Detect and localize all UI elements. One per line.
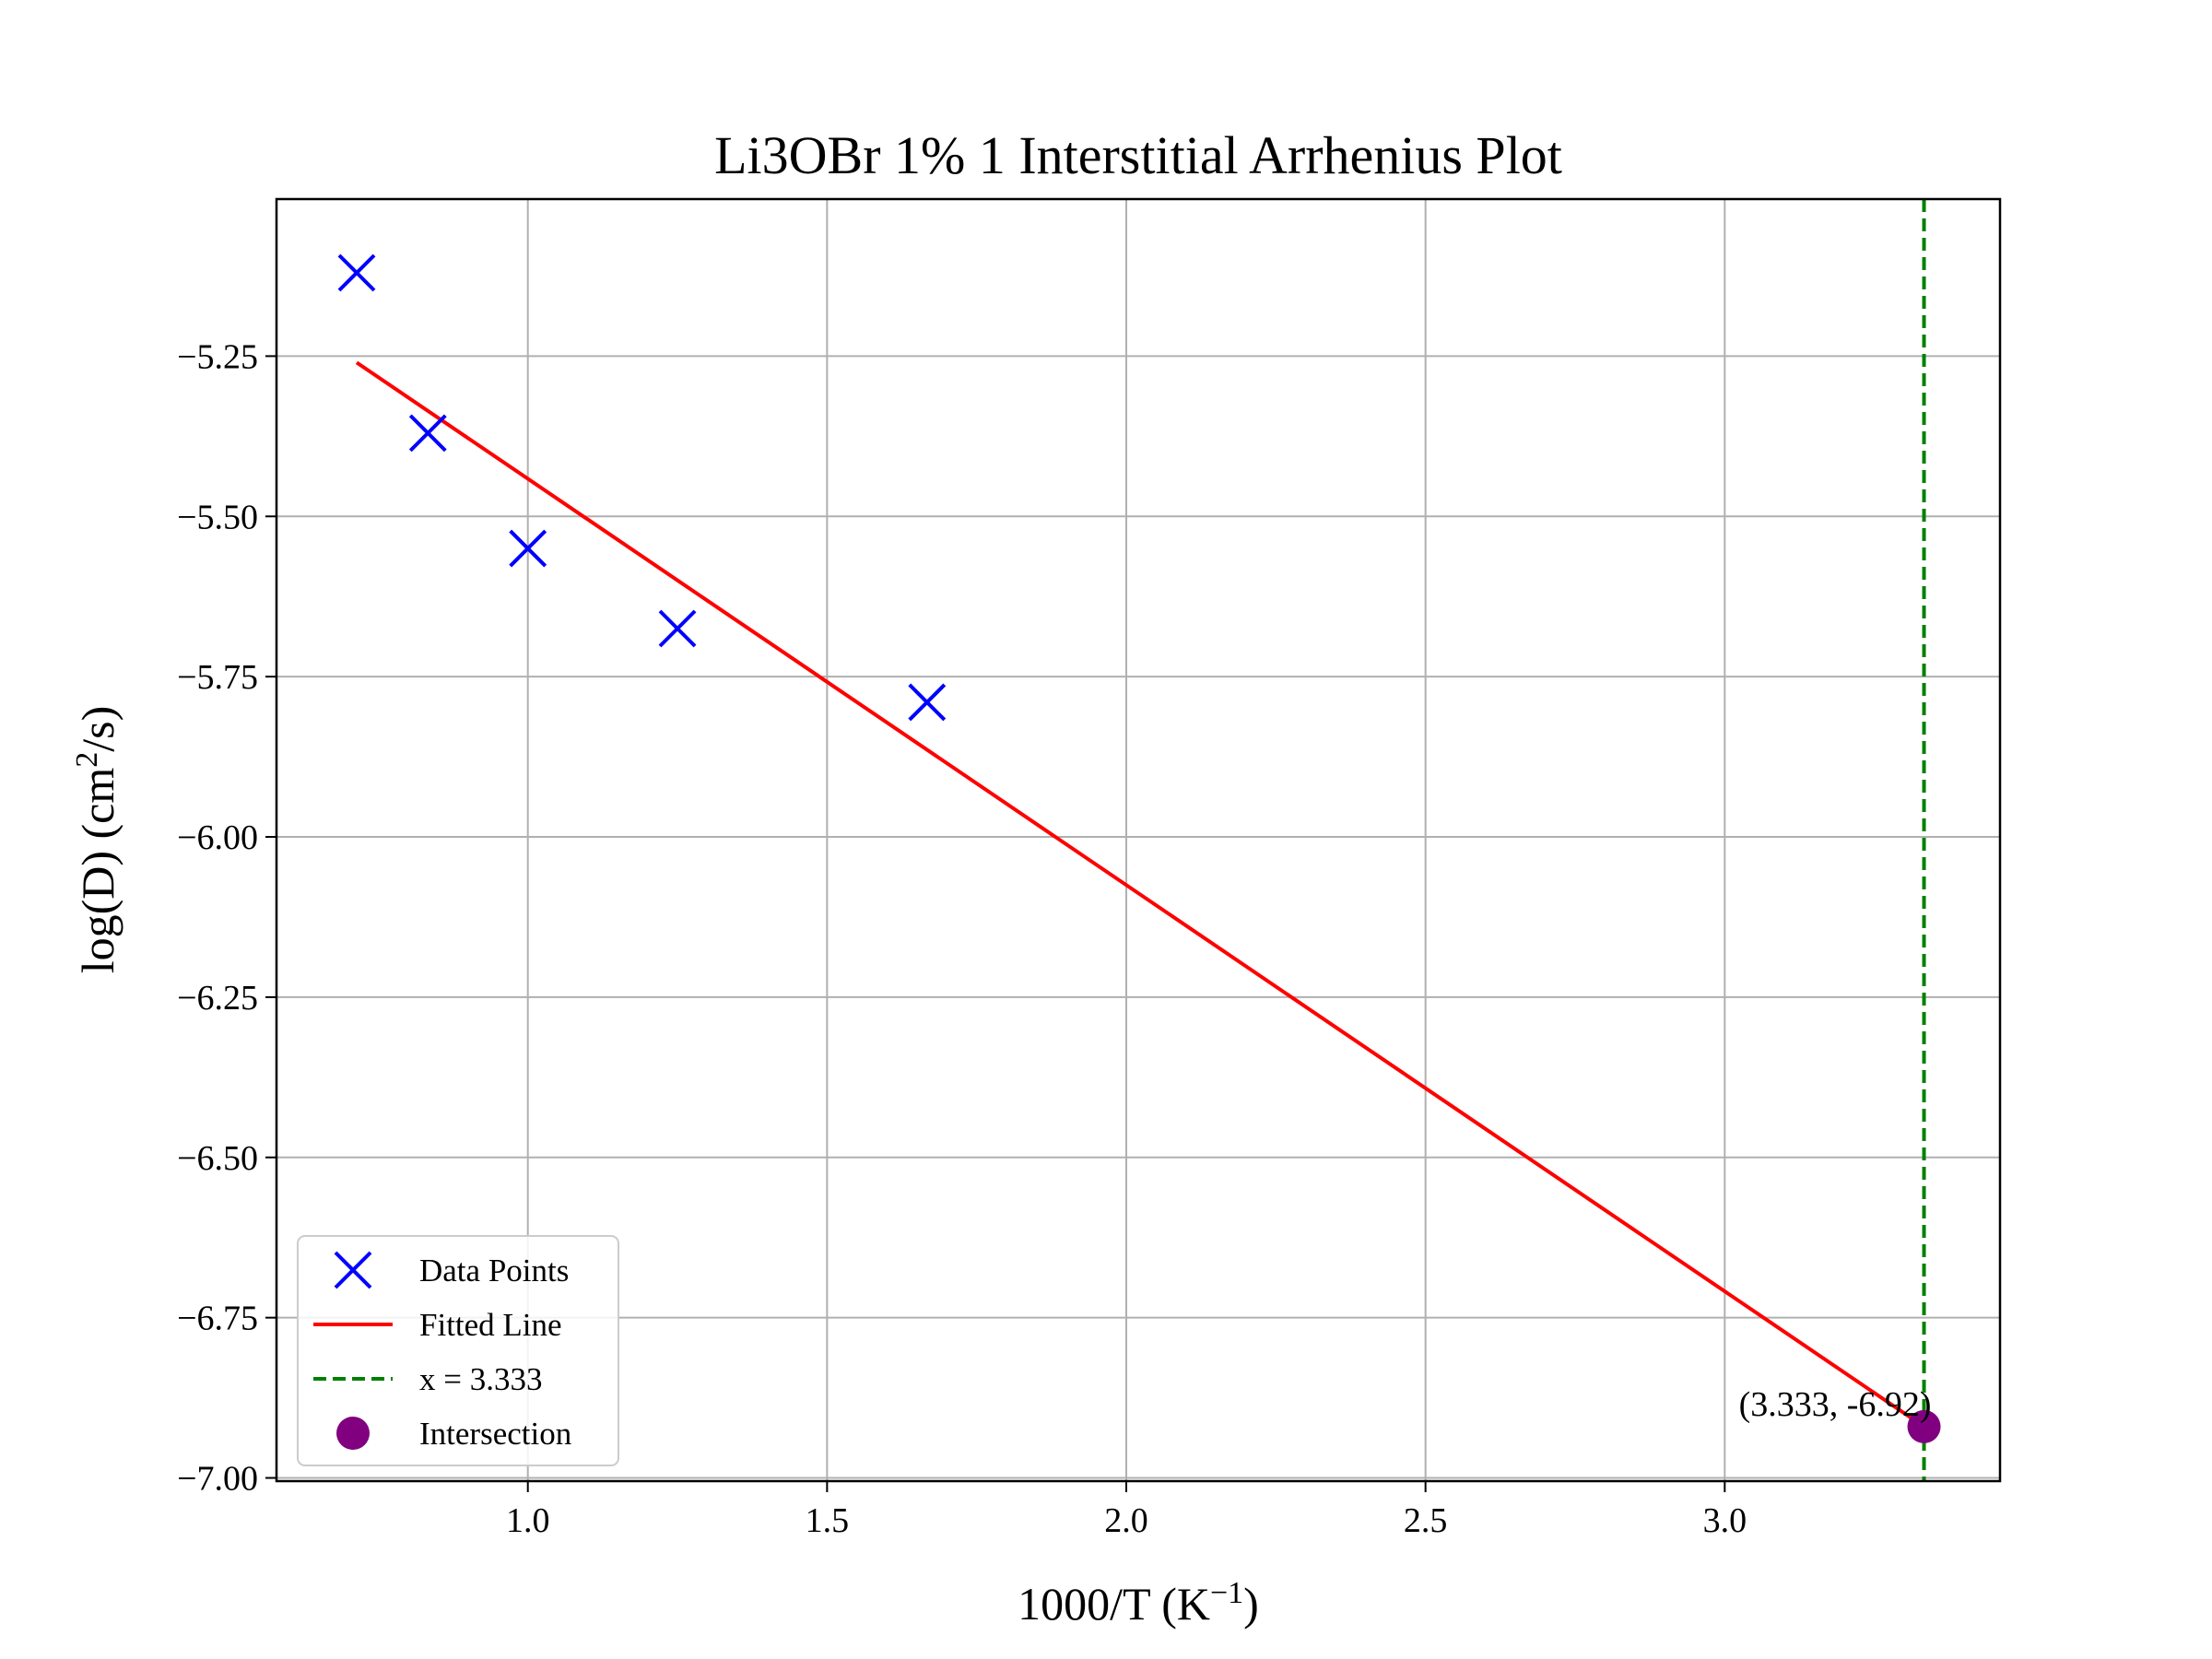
y-tick-label: −6.50 [177, 1139, 258, 1178]
legend-label-data-points: Data Points [419, 1253, 569, 1288]
data-point-marker [658, 609, 697, 648]
intersection-annotation: (3.333, -6.92) [1739, 1385, 1932, 1424]
legend-label-fitted-line: Fitted Line [419, 1307, 562, 1343]
marker-stroke [337, 253, 376, 292]
x-axis-label-end: ) [1243, 1578, 1259, 1630]
legend-box [297, 1235, 619, 1466]
marker-stroke [908, 683, 947, 722]
y-tick-label: −7.00 [177, 1460, 258, 1499]
marker-stroke [408, 414, 447, 453]
fitted-line [355, 360, 1925, 1429]
y-axis-label-end: /s) [72, 706, 124, 752]
y-tick-label: −6.00 [177, 818, 258, 857]
y-axis-label: log(D) (cm2/s) [70, 706, 124, 974]
y-tick-label: −6.25 [177, 979, 258, 1018]
y-axis-label-sup: 2 [70, 752, 104, 768]
intersection-point [1907, 1409, 1941, 1443]
y-tick-label: −5.75 [177, 658, 258, 697]
legend: Data Points Fitted Line x = 3.333 Intersect… [297, 1235, 619, 1466]
x-tick-label: 2.5 [1404, 1501, 1448, 1540]
axis-ticks: 1.0 1.5 2.0 2.5 3.0 −5.25 −5.50 −5.75 −6.00 −6.25… [177, 337, 1747, 1540]
x-axis-label: 1000/T (K−1) [1018, 1576, 1259, 1630]
axes-frame [275, 197, 2002, 1483]
chart-title: Li3OBr 1% 1 Interstitial Arrhenius Plot [714, 125, 1562, 185]
data-point-marker [509, 529, 547, 568]
x-axis-label-sup: −1 [1210, 1576, 1243, 1610]
legend-label-vertical-line: x = 3.333 [419, 1361, 543, 1397]
y-axis-label-base: log(D) (cm [72, 768, 124, 974]
legend-handle-data-points [334, 1251, 372, 1289]
marker-stroke [509, 529, 547, 568]
x-tick-label: 3.0 [1703, 1501, 1747, 1540]
legend-label-intersection: Intersection [419, 1416, 571, 1452]
y-tick-label: −5.50 [177, 498, 258, 536]
grid [276, 199, 2000, 1481]
y-tick-label: −6.75 [177, 1300, 258, 1338]
data-point-marker [408, 414, 447, 453]
x-tick-label: 2.0 [1104, 1501, 1148, 1540]
y-tick-label: −5.25 [177, 337, 258, 376]
marker-stroke [658, 609, 697, 648]
data-point-marker [908, 683, 947, 722]
x-axis-label-base: 1000/T (K [1018, 1578, 1210, 1630]
legend-handle-intersection [336, 1417, 370, 1450]
x-tick-label: 1.5 [806, 1501, 850, 1540]
data-point-marker [337, 253, 376, 292]
x-tick-label: 1.0 [506, 1501, 550, 1540]
marker-stroke [334, 1251, 372, 1289]
plot-area: (3.333, -6.92) [337, 199, 1941, 1481]
